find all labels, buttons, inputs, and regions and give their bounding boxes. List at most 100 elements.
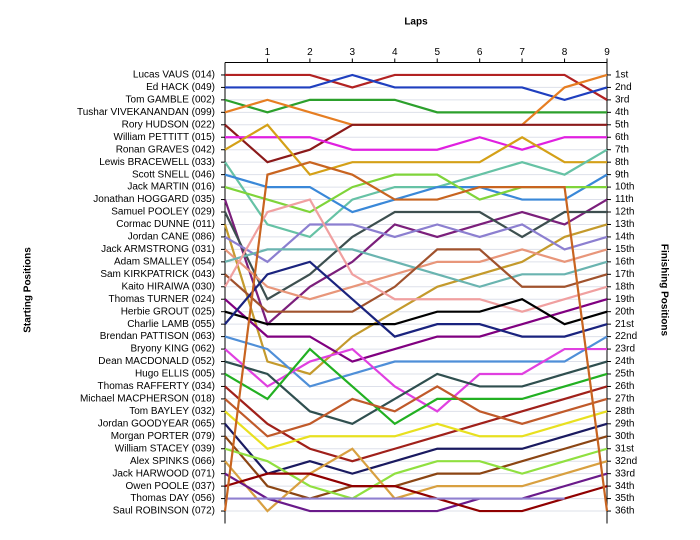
x-tick-label: 1 [265, 47, 271, 58]
driver-label: Kaito HIRAIWA (030) [121, 281, 215, 292]
y2-tick-label: 31st [615, 443, 634, 454]
driver-label: Jack MARTIN (016) [127, 182, 215, 193]
y2-tick-label: 22nd [615, 331, 637, 342]
y2-tick-label: 5th [615, 119, 629, 130]
y-axis-label: Starting Positions [23, 247, 34, 333]
driver-label: Jack ARMSTRONG (031) [101, 244, 215, 255]
x-tick-label: 3 [350, 47, 356, 58]
y2-tick-label: 28th [615, 406, 634, 417]
y2-tick-label: 32nd [615, 456, 637, 467]
y2-tick-label: 12th [615, 207, 634, 218]
position-line [223, 161, 609, 512]
driver-label: Lewis BRACEWELL (033) [99, 157, 215, 168]
driver-label: Thomas RAFFERTY (034) [98, 381, 215, 392]
driver-label: William PETTITT (015) [114, 132, 216, 143]
driver-label: Sam KIRKPATRICK (043) [100, 269, 215, 280]
x-tick-label: 4 [392, 47, 398, 58]
y2-tick-label: 15th [615, 244, 634, 255]
driver-label: Thomas TURNER (024) [108, 294, 215, 305]
y2-tick-label: 33rd [615, 468, 635, 479]
driver-label: Saul ROBINSON (072) [113, 506, 215, 517]
y2-tick-label: 10th [615, 182, 634, 193]
position-line [224, 410, 608, 450]
driver-label: Tom BAYLEY (032) [129, 406, 215, 417]
position-line [224, 347, 608, 426]
position-line [224, 123, 607, 176]
y2-tick-label: 27th [615, 394, 634, 405]
y2-tick-label: 34th [615, 481, 634, 492]
y2-tick-label: 35th [615, 493, 634, 504]
y2-tick-label: 36th [615, 506, 634, 517]
driver-label: Adam SMALLEY (054) [114, 256, 215, 267]
y2-tick-label: 4th [615, 107, 629, 118]
driver-label: Rory HUDSON (022) [122, 119, 215, 130]
y2-tick-label: 30th [615, 431, 634, 442]
position-line [224, 472, 608, 513]
driver-label: Hugo ELLIS (005) [135, 369, 215, 380]
driver-label: Morgan PORTER (079) [111, 431, 215, 442]
position-line [224, 260, 608, 338]
y2-tick-label: 21st [615, 319, 634, 330]
x-tick-label: 6 [477, 47, 483, 58]
position-line [224, 223, 608, 264]
driver-label: Michael MACPHERSON (018) [80, 394, 215, 405]
position-line [224, 198, 608, 313]
y2-tick-label: 20th [615, 306, 634, 317]
y2-tick-label: 3rd [615, 95, 629, 106]
driver-label: Bryony KING (062) [131, 344, 215, 355]
driver-label: Thomas DAY (056) [130, 493, 215, 504]
y2-tick-label: 7th [615, 144, 629, 155]
y2-tick-label: 2nd [615, 82, 632, 93]
driver-label: Ed HACK (049) [146, 82, 215, 93]
y2-tick-label: 16th [615, 256, 634, 267]
x-tick-label: 7 [519, 47, 525, 58]
position-line [224, 385, 608, 463]
position-line [224, 422, 608, 475]
driver-label: Dean MACDONALD (052) [98, 356, 215, 367]
y2-axis-label: Finishing Positions [658, 244, 669, 337]
driver-label: Tom GAMBLE (002) [126, 95, 215, 106]
driver-label: Brendan PATTISON (063) [100, 331, 215, 342]
y2-tick-label: 9th [615, 169, 629, 180]
position-line [224, 472, 608, 513]
position-line [224, 210, 607, 301]
y2-tick-label: 23rd [615, 344, 635, 355]
driver-label: Jack HARWOOD (071) [112, 468, 215, 479]
position-line [224, 123, 607, 164]
position-line [225, 136, 607, 151]
y2-tick-label: 13th [615, 219, 634, 230]
x-tick-label: 8 [562, 47, 568, 58]
driver-label: William STACEY (039) [115, 443, 215, 454]
driver-label: Cormac DUNNE (011) [116, 219, 215, 230]
driver-label: Jonathan HOGGARD (035) [93, 194, 215, 205]
position-line [225, 73, 608, 101]
y2-tick-label: 25th [615, 369, 634, 380]
y2-tick-label: 1st [615, 70, 629, 81]
position-line [224, 298, 608, 363]
y2-tick-label: 18th [615, 281, 634, 292]
driver-label: Ronan GRAVES (042) [116, 144, 215, 155]
driver-label: Herbie GROUT (025) [121, 306, 215, 317]
y2-tick-label: 17th [615, 269, 634, 280]
position-line [224, 248, 608, 313]
position-line [224, 298, 608, 326]
position-line [224, 173, 608, 214]
y2-tick-label: 6th [615, 132, 629, 143]
y2-tick-label: 11th [615, 194, 634, 205]
driver-label: Alex SPINKS (066) [130, 456, 215, 467]
chart-title: Laps [404, 17, 428, 28]
position-line [225, 73, 608, 102]
y2-tick-label: 19th [615, 294, 634, 305]
driver-label: Jordan GOODYEAR (065) [98, 418, 215, 429]
position-line [224, 360, 608, 426]
driver-label: Tushar VIVEKANANDAN (099) [77, 107, 215, 118]
x-tick-label: 2 [307, 47, 313, 58]
y2-tick-label: 8th [615, 157, 629, 168]
x-tick-label: 9 [604, 47, 610, 58]
y2-tick-label: 29th [615, 418, 634, 429]
driver-label: Charlie LAMB (055) [127, 319, 215, 330]
x-tick-label: 5 [434, 47, 440, 58]
driver-label: Jordan CANE (086) [128, 232, 215, 243]
driver-label: Lucas VAUS (014) [133, 70, 215, 81]
